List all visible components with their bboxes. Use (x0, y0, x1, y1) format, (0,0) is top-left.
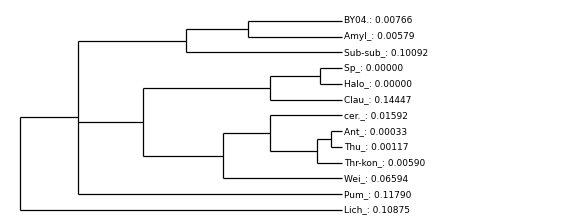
Text: Pum_: 0.11790: Pum_: 0.11790 (344, 190, 411, 199)
Text: Wei_: 0.06594: Wei_: 0.06594 (344, 174, 408, 183)
Text: Lich_: 0.10875: Lich_: 0.10875 (344, 205, 410, 214)
Text: Sub-sub_: 0.10092: Sub-sub_: 0.10092 (344, 48, 428, 57)
Text: Amyl_: 0.00579: Amyl_: 0.00579 (344, 32, 414, 41)
Text: Halo_: 0.00000: Halo_: 0.00000 (344, 79, 412, 89)
Text: BY04.: 0.00766: BY04.: 0.00766 (344, 17, 412, 25)
Text: Clau_: 0.14447: Clau_: 0.14447 (344, 95, 411, 104)
Text: Thr-kon_: 0.00590: Thr-kon_: 0.00590 (344, 158, 425, 167)
Text: Sp_: 0.00000: Sp_: 0.00000 (344, 64, 403, 73)
Text: Thu_: 0.00117: Thu_: 0.00117 (344, 142, 408, 151)
Text: Ant_: 0.00033: Ant_: 0.00033 (344, 127, 407, 136)
Text: cer._: 0.01592: cer._: 0.01592 (344, 111, 407, 120)
